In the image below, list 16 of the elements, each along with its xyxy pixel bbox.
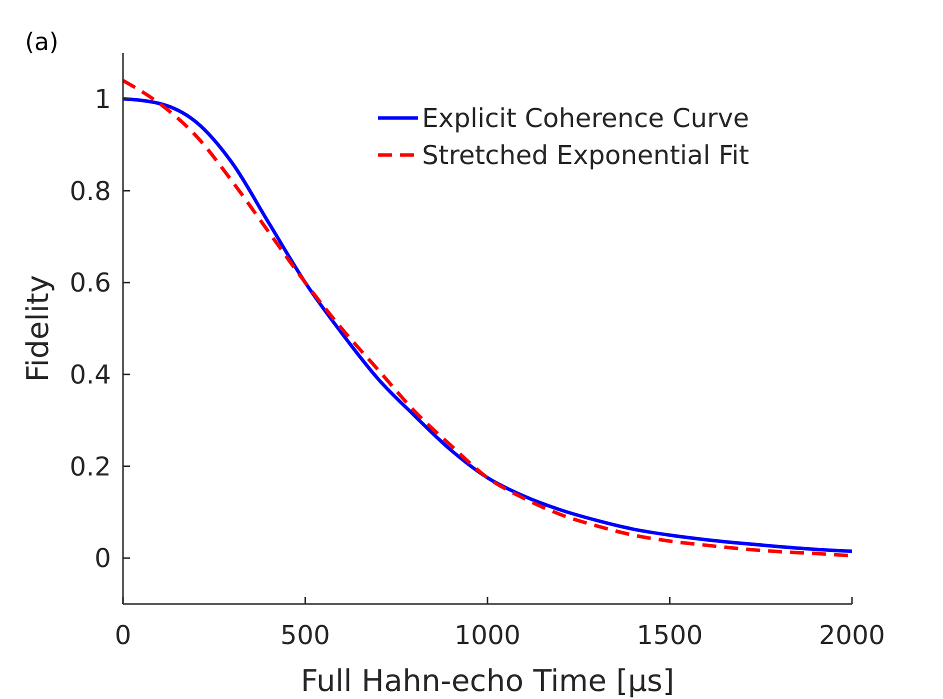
text: (a) [25, 28, 58, 56]
y-tick-label: 0.2 [70, 452, 111, 482]
x-axis-title: Full Hahn-echo Time [μs] [300, 664, 674, 699]
legend-label: Stretched Exponential Fit [422, 141, 750, 171]
y-tick-label: 1 [94, 84, 111, 115]
legend-label: Explicit Coherence Curve [422, 104, 750, 134]
y-tick-label: 0.6 [70, 268, 111, 299]
x-tick-label: 1000 [454, 621, 521, 651]
y-tick-label: 0 [94, 544, 111, 574]
y-tick-label: 0.4 [70, 360, 111, 390]
x-tick-label: 2000 [818, 621, 886, 651]
y-tick-label: 0.8 [70, 176, 111, 207]
x-tick-label: 0 [114, 621, 132, 651]
x-tick-label: 500 [280, 621, 330, 651]
y-axis-title: Fidelity [21, 274, 56, 382]
x-tick-label: 1500 [636, 621, 703, 651]
